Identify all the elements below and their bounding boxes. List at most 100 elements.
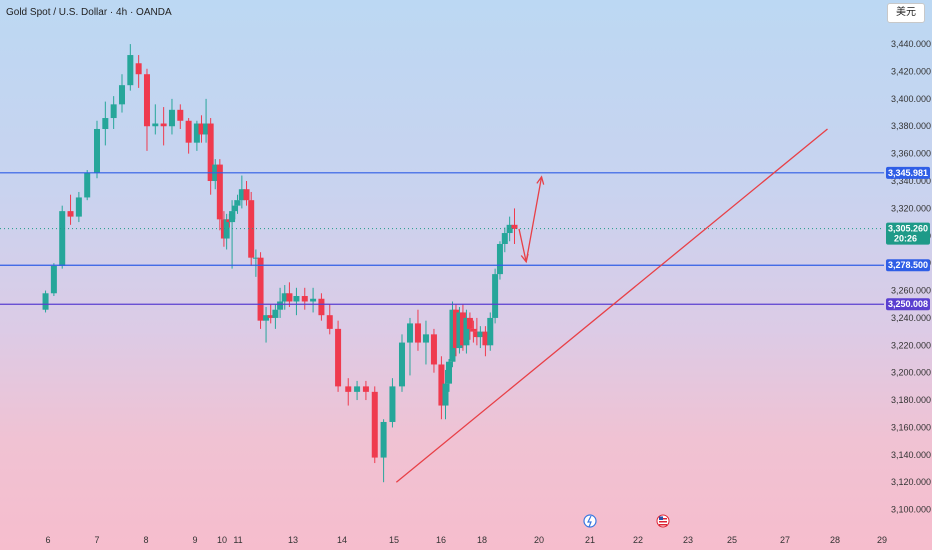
candle	[301, 287, 308, 310]
candle-body	[380, 421, 387, 458]
candle-body	[110, 104, 117, 119]
candle	[463, 309, 470, 354]
current-price-label-bg	[886, 222, 930, 245]
candle	[445, 358, 452, 392]
candle-body	[59, 211, 66, 266]
candle-body	[263, 315, 270, 321]
projection-arrowhead-down	[520, 253, 529, 264]
candles-group	[42, 44, 518, 483]
candle	[102, 101, 109, 146]
y-tick-label: 3,140.000	[891, 450, 931, 460]
candle-body	[371, 391, 378, 458]
candle-body	[449, 309, 456, 362]
y-tick-label: 3,420.000	[891, 66, 931, 76]
candle	[482, 326, 489, 357]
candle	[310, 287, 317, 313]
level-price-label-bg	[886, 259, 930, 272]
candle	[177, 104, 184, 129]
candle-body	[238, 189, 245, 201]
y-tick-label: 3,120.000	[891, 477, 931, 487]
candle-body	[207, 123, 214, 182]
candle	[223, 213, 230, 250]
candle	[110, 96, 117, 129]
x-tick-label: 11	[233, 535, 242, 545]
candle	[430, 328, 437, 373]
candle-body	[463, 317, 470, 346]
x-tick-label: 23	[683, 535, 693, 545]
candle	[75, 191, 82, 223]
candle-body	[75, 197, 82, 217]
current-price-label-text: 3,305.260	[888, 224, 928, 234]
candle	[477, 326, 484, 349]
candle-body	[50, 265, 57, 294]
candle-body	[84, 172, 91, 198]
candle-body	[456, 312, 463, 349]
candle	[248, 191, 255, 266]
candle-body	[318, 298, 325, 316]
us-flag-icon[interactable]	[656, 514, 670, 528]
candle-body	[229, 211, 236, 223]
us-flag-stripe	[659, 521, 667, 523]
candle-body	[430, 334, 437, 365]
y-tick-label: 3,200.000	[891, 368, 931, 378]
candle-body	[310, 298, 317, 302]
candle	[406, 317, 413, 376]
us-flag-stripe	[659, 524, 667, 526]
candle-body	[193, 123, 200, 143]
y-tick-label: 3,160.000	[891, 422, 931, 432]
candle-body	[216, 164, 223, 220]
candle-body	[152, 123, 159, 127]
candle-body	[354, 386, 361, 392]
trendline	[395, 128, 828, 483]
candle-body	[248, 200, 255, 258]
candle	[257, 252, 264, 329]
y-tick-label: 3,240.000	[891, 313, 931, 323]
projection-arrowhead-up	[536, 175, 545, 185]
candle-body	[511, 224, 518, 229]
candle-body	[234, 200, 241, 206]
candle-body	[67, 211, 74, 217]
candle	[238, 175, 245, 209]
flash-icon[interactable]	[583, 514, 597, 528]
candle	[487, 312, 494, 351]
candle-body	[127, 55, 134, 86]
currency-button[interactable]: 美元	[887, 3, 925, 23]
candle-body	[335, 328, 342, 387]
candle	[42, 290, 49, 313]
candle	[229, 200, 236, 269]
candle	[354, 380, 361, 401]
candle	[207, 118, 214, 195]
candle-body	[252, 257, 259, 259]
x-tick-label: 8	[143, 535, 148, 545]
candle-body	[160, 123, 167, 127]
level-price-label: 3,278.500	[886, 259, 930, 272]
candle-body	[203, 123, 210, 135]
candle-body	[389, 386, 396, 422]
x-tick-label: 27	[780, 535, 790, 545]
candle	[143, 68, 150, 151]
x-tick-label: 28	[830, 535, 840, 545]
candle	[267, 304, 274, 324]
candle	[466, 312, 473, 340]
candle	[422, 320, 429, 365]
candle	[362, 380, 369, 401]
candle-body	[487, 317, 494, 346]
y-tick-label: 3,100.000	[891, 505, 931, 515]
candle	[492, 268, 499, 324]
candle-body	[445, 361, 452, 384]
candle	[193, 120, 200, 151]
candle-body	[118, 85, 125, 105]
candle	[293, 287, 300, 316]
candle	[203, 98, 210, 143]
y-tick-label: 3,360.000	[891, 149, 931, 159]
candle	[135, 55, 142, 88]
level-price-label-text: 3,250.008	[888, 299, 928, 309]
candle	[118, 74, 125, 113]
candle	[50, 263, 57, 297]
candle	[67, 194, 74, 225]
y-tick-label: 3,320.000	[891, 203, 931, 213]
x-axis: 6 7 8 9 10 11 13 14 15 16 18 20 21 22 23 25 27 28 29	[45, 535, 887, 545]
candle	[185, 118, 192, 154]
